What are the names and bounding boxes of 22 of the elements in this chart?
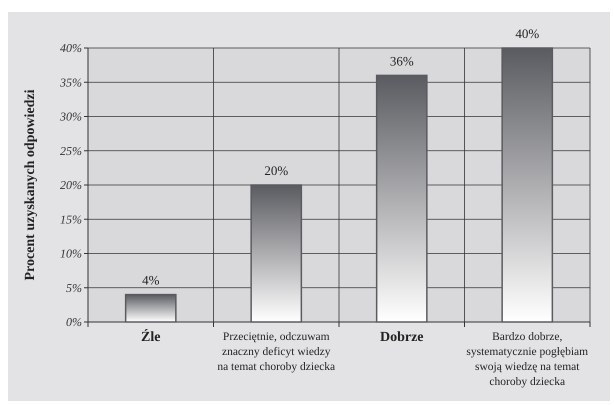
bar xyxy=(250,184,302,323)
bar xyxy=(124,294,177,323)
data-label: 36% xyxy=(390,53,414,68)
y-tick-label: 15% xyxy=(60,212,82,226)
data-label: 20% xyxy=(264,163,288,178)
bar xyxy=(376,74,428,323)
x-tick-label: Dobrze xyxy=(380,330,424,345)
y-tick-label: 30% xyxy=(59,110,82,124)
x-tick-label: Bardzo dobrze, systematycznie pogłębiam swoją wiedzę na temat choroby dziecka xyxy=(466,331,588,388)
y-tick-label: 5% xyxy=(66,280,82,295)
y-tick-label: 40% xyxy=(60,41,82,56)
bar xyxy=(501,47,554,323)
x-tick-label: Źle xyxy=(141,328,160,345)
y-tick-label: 20% xyxy=(60,178,82,192)
x-tick-label: Przeciętnie, odczuwam znaczny deficyt wiedzy na temat choroby dziecka xyxy=(217,331,336,374)
y-tick-label: 0% xyxy=(66,315,82,330)
y-tick-label: 35% xyxy=(59,75,82,90)
y-tick-label: 25% xyxy=(60,144,82,158)
data-label: 4% xyxy=(142,272,160,288)
y-tick-label: 10% xyxy=(60,246,82,261)
data-label: 40% xyxy=(515,26,540,41)
y-axis-title: Procent uzyskanych odpowiedzi xyxy=(23,89,38,281)
